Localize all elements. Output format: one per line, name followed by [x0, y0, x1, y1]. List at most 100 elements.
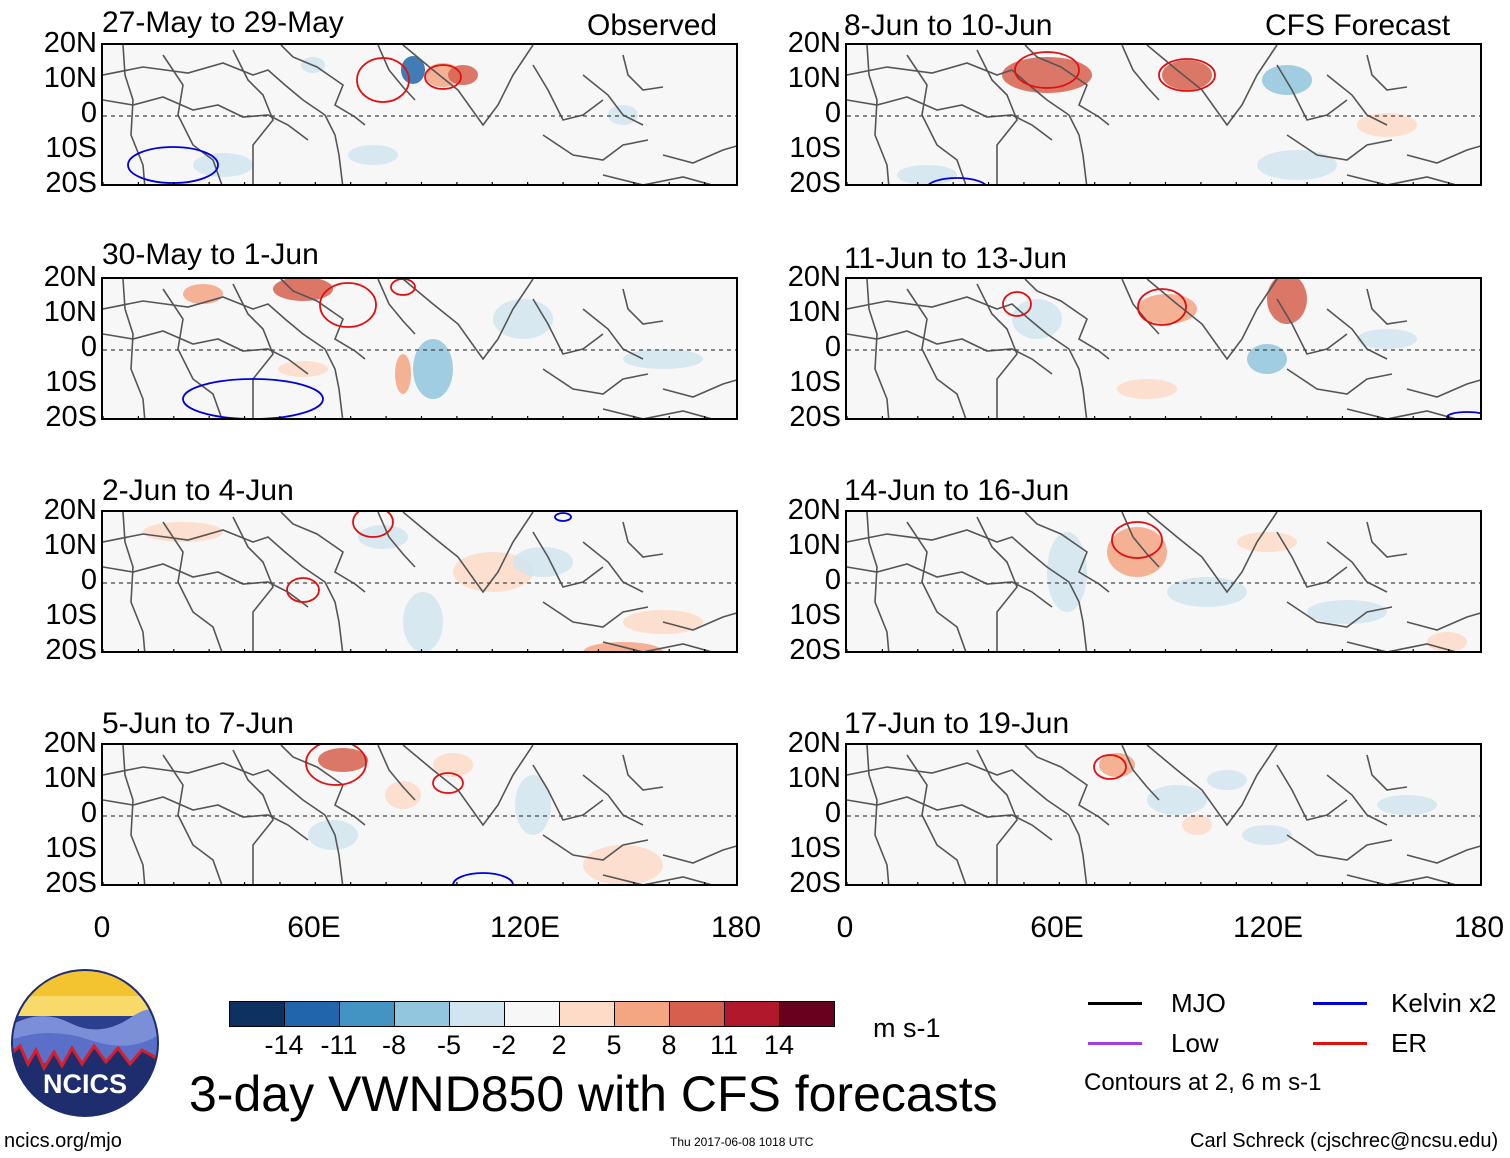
- colorbar-label: 5: [606, 1030, 622, 1060]
- colorbar-box: [559, 1001, 615, 1027]
- map-panel: [101, 277, 738, 420]
- coastline: [976, 516, 1018, 651]
- y-tick-label: 10N: [43, 296, 97, 328]
- forecast-header: CFS Forecast: [1265, 9, 1451, 42]
- map-canvas: [847, 512, 1480, 651]
- wave-contour: [390, 279, 416, 296]
- colorbar-box: [284, 1001, 340, 1027]
- coastline: [1406, 379, 1480, 398]
- coastline: [662, 145, 736, 164]
- panel-title: 8-Jun to 10-Jun: [844, 9, 1053, 42]
- coastline: [103, 762, 344, 884]
- anomaly-shading: [448, 65, 478, 85]
- coastline: [847, 762, 1088, 884]
- panel-title: 14-Jun to 16-Jun: [844, 474, 1070, 507]
- coastline: [602, 408, 712, 418]
- anomaly-shading: [1257, 150, 1337, 180]
- y-tick-label: 0: [80, 331, 97, 363]
- coastline: [377, 745, 416, 801]
- colorbar-label: -11: [320, 1030, 358, 1060]
- colorbar-label: 2: [551, 1030, 567, 1060]
- map-canvas: [103, 279, 736, 418]
- coastline: [1346, 174, 1456, 184]
- coastline: [232, 49, 274, 184]
- y-tick-label: 10N: [787, 296, 841, 328]
- coastline: [847, 62, 1088, 184]
- colorbar-label: 11: [709, 1030, 739, 1060]
- wave-contour: [127, 146, 219, 184]
- coastline: [1406, 612, 1480, 631]
- coastline: [103, 296, 344, 418]
- coastline: [1121, 745, 1160, 801]
- map-panel: [101, 43, 738, 186]
- anomaly-shading: [1002, 57, 1092, 93]
- wave-contour: [182, 378, 324, 418]
- y-tick-label: 20N: [787, 494, 841, 526]
- anomaly-shading: [193, 153, 253, 177]
- coastline: [103, 62, 344, 184]
- coastline: [1024, 279, 1110, 360]
- coastline: [1024, 512, 1110, 593]
- coastline: [1024, 45, 1110, 126]
- coastline: [866, 745, 890, 884]
- panel-title: 17-Jun to 19-Jun: [844, 707, 1070, 740]
- colorbar-box: [229, 1001, 285, 1027]
- colorbar-box: [614, 1001, 670, 1027]
- wave-contour: [356, 57, 410, 103]
- colorbar-label: -5: [436, 1030, 462, 1060]
- wave-contour: [424, 64, 462, 90]
- wave-contour: [352, 512, 394, 538]
- anomaly-shading: [183, 284, 223, 304]
- coastline: [103, 563, 309, 608]
- colorbar-box: [339, 1001, 395, 1027]
- map-canvas: [103, 512, 736, 651]
- colorbar-box: [779, 1001, 835, 1027]
- coastline: [532, 64, 604, 121]
- colorbar-unit: m s-1: [873, 1013, 941, 1043]
- coastline: [1346, 641, 1456, 651]
- colorbar-label: -8: [381, 1030, 407, 1060]
- coastline: [866, 279, 890, 418]
- y-tick-label: 20N: [787, 261, 841, 293]
- y-tick-label: 0: [824, 564, 841, 596]
- anomaly-shading: [1182, 815, 1212, 835]
- legend-line-er: [1313, 1042, 1367, 1045]
- coastline: [103, 96, 309, 141]
- y-tick-label: 0: [80, 97, 97, 129]
- coastline: [232, 283, 274, 418]
- coastline: [1276, 64, 1348, 121]
- coastline: [622, 754, 664, 791]
- anomaly-shading: [493, 299, 553, 339]
- y-tick-label: 10S: [789, 832, 841, 864]
- anomaly-shading: [1267, 279, 1307, 324]
- wave-contour: [1093, 754, 1127, 780]
- anomaly-shading: [897, 165, 957, 184]
- map-panel: [845, 743, 1482, 886]
- y-tick-label: 0: [824, 331, 841, 363]
- coastline: [402, 745, 534, 827]
- coastline: [1286, 601, 1393, 628]
- y-tick-label: 20N: [43, 261, 97, 293]
- anomaly-shading: [515, 775, 551, 835]
- coastline: [103, 796, 309, 841]
- colorbar-label: 14: [763, 1030, 795, 1060]
- footer-credit: Carl Schreck (cjschrec@ncsu.edu): [1190, 1130, 1499, 1152]
- anomaly-shading: [1147, 785, 1207, 815]
- coastline: [1346, 874, 1456, 884]
- coastline: [280, 45, 366, 126]
- map-panel: [845, 510, 1482, 653]
- coastline: [906, 754, 967, 884]
- anomaly-shading: [403, 592, 443, 651]
- coastline: [402, 45, 534, 127]
- anomaly-shading: [308, 820, 358, 850]
- wave-contour: [319, 282, 377, 328]
- y-tick-label: 20S: [45, 401, 97, 433]
- wave-contour: [432, 772, 464, 794]
- coastline: [542, 834, 649, 861]
- coastline: [103, 529, 344, 651]
- coastline: [1366, 288, 1408, 325]
- coastline: [1146, 279, 1278, 361]
- coastline: [402, 279, 534, 361]
- legend-line-mjo: [1088, 1002, 1142, 1005]
- footer-link[interactable]: ncics.org/mjo: [4, 1130, 122, 1152]
